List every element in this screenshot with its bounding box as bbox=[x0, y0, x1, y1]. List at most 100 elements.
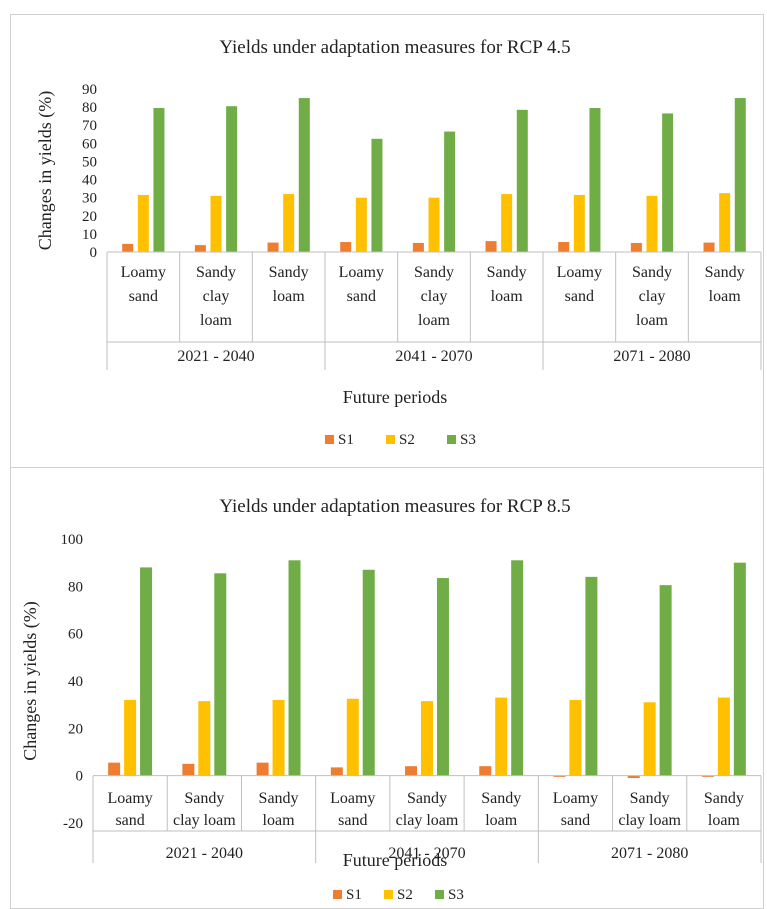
category-label: Sandy bbox=[269, 264, 309, 281]
bar-s2 bbox=[283, 194, 295, 252]
y-tick-label: 60 bbox=[68, 627, 83, 643]
bar-s3 bbox=[444, 131, 456, 252]
bar-s1 bbox=[182, 763, 195, 776]
group-label: 2041 - 2070 bbox=[395, 348, 472, 365]
y-tick-label: 0 bbox=[76, 769, 84, 785]
bar-s2 bbox=[428, 197, 440, 252]
y-tick-label: 20 bbox=[68, 721, 83, 737]
bar-s1 bbox=[558, 242, 570, 252]
group-label: 2071 - 2080 bbox=[611, 845, 688, 862]
y-tick-label: 30 bbox=[82, 191, 97, 207]
category-label: Sandy bbox=[630, 790, 670, 807]
category-label: loam bbox=[636, 312, 669, 329]
category-label: Loamy bbox=[557, 264, 602, 281]
bar-s1 bbox=[479, 766, 492, 776]
bar-s3 bbox=[436, 578, 449, 776]
bar-s1 bbox=[340, 242, 352, 252]
category-label: Loamy bbox=[553, 790, 598, 807]
category-label: sand bbox=[561, 812, 590, 829]
category-label: clay bbox=[639, 288, 666, 305]
category-label: clay loam bbox=[173, 812, 236, 829]
bar-s1 bbox=[330, 767, 343, 776]
category-label: clay bbox=[203, 288, 230, 305]
bar-s3 bbox=[362, 569, 375, 776]
chart-panel-rcp85: Yields under adaptation measures for RCP… bbox=[10, 467, 764, 909]
category-label: Loamy bbox=[330, 790, 375, 807]
legend-swatch-s3 bbox=[435, 890, 444, 899]
bar-s3 bbox=[214, 573, 227, 776]
category-label: Sandy bbox=[481, 790, 521, 807]
y-tick-label: 50 bbox=[82, 154, 97, 170]
bar-s2 bbox=[272, 699, 285, 776]
bar-s2 bbox=[137, 194, 149, 252]
category-label: sand bbox=[565, 288, 594, 305]
category-label: loam bbox=[273, 288, 306, 305]
category-label: sand bbox=[338, 812, 367, 829]
bar-s2 bbox=[573, 194, 585, 252]
category-label: loam bbox=[709, 288, 742, 305]
y-tick-label: 40 bbox=[82, 173, 97, 189]
category-label: Loamy bbox=[339, 264, 384, 281]
category-label: Sandy bbox=[407, 790, 447, 807]
bar-s1 bbox=[703, 242, 715, 252]
group-label: 2071 - 2080 bbox=[613, 348, 690, 365]
legend-label-s3: S3 bbox=[460, 432, 476, 448]
y-tick-label: 100 bbox=[61, 532, 84, 548]
chart-title: Yields under adaptation measures for RCP… bbox=[219, 37, 570, 58]
legend-swatch-s1 bbox=[325, 435, 334, 444]
legend-label-s1: S1 bbox=[346, 887, 362, 903]
bar-s2 bbox=[646, 195, 658, 252]
bar-s2 bbox=[719, 193, 731, 252]
category-label: loam bbox=[200, 312, 233, 329]
category-label: loam bbox=[708, 812, 741, 829]
bar-s2 bbox=[495, 697, 508, 776]
bar-s1 bbox=[412, 242, 424, 252]
bar-s1 bbox=[630, 242, 642, 252]
bar-s3 bbox=[585, 576, 598, 776]
category-label: Sandy bbox=[414, 264, 454, 281]
bar-s2 bbox=[355, 197, 367, 252]
bar-s1 bbox=[267, 242, 279, 252]
bar-s2 bbox=[501, 194, 513, 252]
category-label: loam bbox=[491, 288, 524, 305]
bar-s1 bbox=[405, 766, 418, 776]
category-label: Sandy bbox=[259, 790, 299, 807]
bar-s2 bbox=[198, 701, 211, 776]
bar-s3 bbox=[733, 562, 746, 776]
y-tick-label: 70 bbox=[82, 118, 97, 134]
category-label: Loamy bbox=[107, 790, 152, 807]
category-label: Sandy bbox=[196, 264, 236, 281]
category-label: Sandy bbox=[704, 790, 744, 807]
bar-s2 bbox=[717, 697, 730, 776]
y-axis-title: Changes in yields (%) bbox=[20, 601, 41, 760]
legend-swatch-s3 bbox=[447, 435, 456, 444]
chart-rcp45: Yields under adaptation measures for RCP… bbox=[35, 37, 762, 448]
bar-s1 bbox=[122, 243, 134, 252]
bar-s1 bbox=[256, 762, 269, 776]
category-label: Sandy bbox=[705, 264, 745, 281]
y-tick-label: 10 bbox=[82, 227, 97, 243]
category-label: loam bbox=[263, 812, 296, 829]
bar-s3 bbox=[226, 106, 238, 252]
legend-label-s3: S3 bbox=[448, 887, 464, 903]
bar-s1 bbox=[627, 775, 640, 779]
category-label: loam bbox=[418, 312, 451, 329]
legend-label-s2: S2 bbox=[399, 432, 415, 448]
y-tick-label: 80 bbox=[68, 579, 83, 595]
y-tick-label: 60 bbox=[82, 136, 97, 152]
bar-s3 bbox=[662, 113, 674, 252]
y-tick-label: 20 bbox=[82, 209, 97, 225]
legend-label-s1: S1 bbox=[338, 432, 354, 448]
legend-swatch-s1 bbox=[333, 890, 342, 899]
category-label: Sandy bbox=[487, 264, 527, 281]
bar-s3 bbox=[659, 585, 672, 776]
bar-s2 bbox=[210, 195, 222, 252]
category-label: Sandy bbox=[632, 264, 672, 281]
bar-s3 bbox=[298, 98, 310, 252]
category-label: clay loam bbox=[618, 812, 681, 829]
bar-s1 bbox=[194, 245, 206, 252]
category-label: loam bbox=[485, 812, 518, 829]
y-tick-label: 0 bbox=[90, 245, 98, 261]
bar-s2 bbox=[643, 702, 656, 776]
y-tick-label: -20 bbox=[63, 816, 83, 832]
